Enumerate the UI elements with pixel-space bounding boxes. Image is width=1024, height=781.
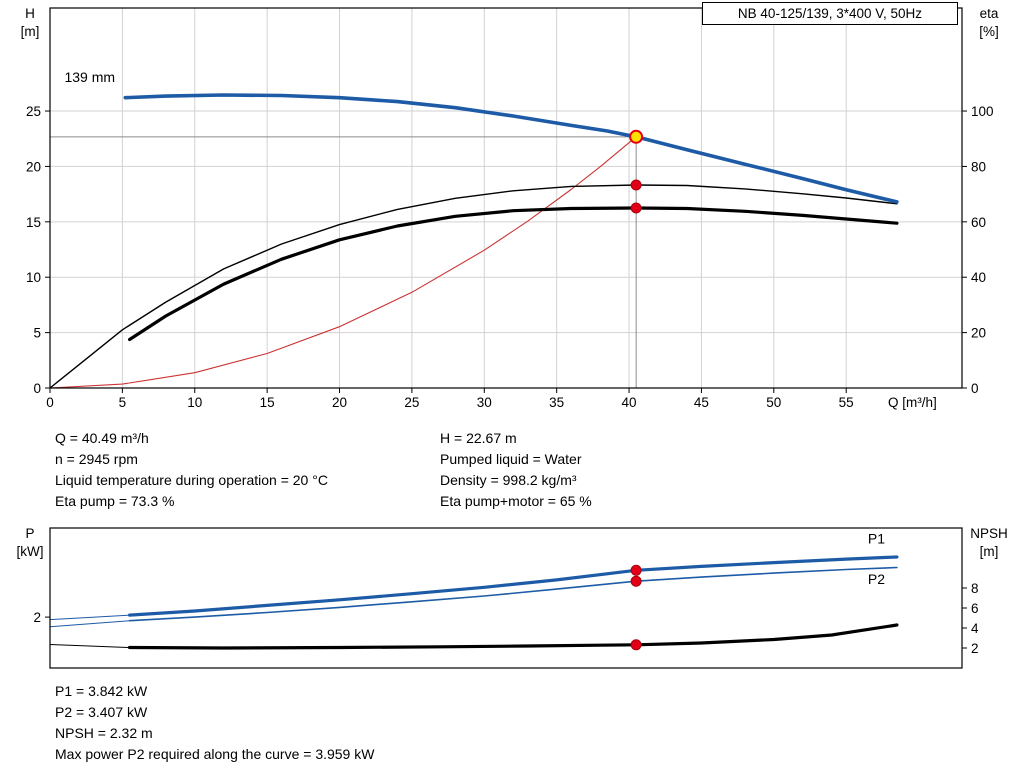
y-left-tick-label: 15 xyxy=(26,215,41,230)
x-axis-title: Q [m³/h] xyxy=(888,395,937,410)
x-tick-label: 25 xyxy=(404,395,419,410)
y-left-tick-label: 5 xyxy=(33,326,41,341)
series-p1-leader xyxy=(49,614,131,621)
y-right-tick-label: 8 xyxy=(971,581,979,596)
y-right-axis-title: [%] xyxy=(979,24,999,39)
y-right-tick-label: 0 xyxy=(971,381,979,396)
duty-info-left: Q = 40.49 m³/h n = 2945 rpm Liquid tempe… xyxy=(55,428,328,512)
info-line-eta-pump-motor: Eta pump+motor = 65 % xyxy=(440,493,592,509)
power-info: P1 = 3.842 kW P2 = 3.407 kW NPSH = 2.32 … xyxy=(55,681,374,765)
y-right-tick-label: 6 xyxy=(971,601,979,616)
y-right-tick-label: 80 xyxy=(971,159,986,174)
info-line-h: H = 22.67 m xyxy=(440,430,517,446)
y-left-axis-title: H xyxy=(25,6,35,21)
series-head-curve-139mm xyxy=(123,93,899,204)
y-right-axis-title: eta xyxy=(980,6,999,21)
x-tick-label: 30 xyxy=(477,395,492,410)
x-tick-label: 0 xyxy=(46,395,54,410)
x-tick-label: 5 xyxy=(119,395,127,410)
pump-model-box: NB 40-125/139, 3*400 V, 50Hz xyxy=(702,2,958,25)
x-tick-label: 45 xyxy=(694,395,709,410)
curve-point-marker xyxy=(630,179,642,191)
series-p2-leader xyxy=(49,620,131,628)
duty-point-marker xyxy=(629,129,644,144)
plot-frame xyxy=(49,527,963,669)
info-line-liquid-temp: Liquid temperature during operation = 20… xyxy=(55,472,328,488)
y-left-tick-label: 20 xyxy=(26,159,41,174)
info-line-npsh: NPSH = 2.32 m xyxy=(55,725,153,741)
x-tick-label: 55 xyxy=(839,395,854,410)
series-npsh-leader xyxy=(49,644,131,648)
curve-point-marker xyxy=(630,639,642,651)
y-right-tick-label: 40 xyxy=(971,270,986,285)
series-system-curve xyxy=(49,136,637,389)
power-npsh-chart: 2 2 4 6 8 P [kW] NPSH [m] P1 P2 xyxy=(17,526,1008,669)
info-line-density: Density = 998.2 kg/m³ xyxy=(440,472,577,488)
series-eta-pump-motor xyxy=(128,206,899,342)
curve-point-marker xyxy=(630,564,642,576)
y-left-axis-title: [m] xyxy=(21,24,40,39)
y-right-tick-label: 100 xyxy=(971,104,994,119)
curve-label: P2 xyxy=(868,571,885,587)
y-left-axis-title: [kW] xyxy=(17,544,44,559)
info-line-max-power: Max power P2 required along the curve = … xyxy=(55,746,375,762)
curve-label: 139 mm xyxy=(64,69,115,85)
y-left-tick-label: 10 xyxy=(26,270,41,285)
series-eta-pump xyxy=(49,184,898,389)
x-tick-label: 10 xyxy=(187,395,202,410)
info-line-p2: P2 = 3.407 kW xyxy=(55,704,148,720)
curve-point-marker xyxy=(630,202,642,214)
x-tick-label: 20 xyxy=(332,395,347,410)
info-line-p1: P1 = 3.842 kW xyxy=(55,683,148,699)
pump-model-label: NB 40-125/139, 3*400 V, 50Hz xyxy=(737,6,923,21)
y-right-axis-title: NPSH xyxy=(970,526,1008,541)
y-left-tick-label: 25 xyxy=(26,104,41,119)
info-line-pumped-liquid: Pumped liquid = Water xyxy=(440,451,582,467)
y-right-tick-label: 2 xyxy=(971,641,979,656)
y-right-tick-label: 20 xyxy=(971,326,986,341)
series-npsh-curve xyxy=(128,623,899,650)
x-tick-label: 50 xyxy=(766,395,781,410)
curve-point-marker xyxy=(630,575,642,587)
y-left-tick-label: 0 xyxy=(33,381,41,396)
y-right-tick-label: 4 xyxy=(971,621,979,636)
y-right-tick-label: 60 xyxy=(971,215,986,230)
series-p1-curve xyxy=(128,555,899,617)
series-p2-curve xyxy=(128,566,898,622)
plot-frame xyxy=(49,7,963,389)
x-tick-label: 40 xyxy=(622,395,637,410)
y-left-axis-title: P xyxy=(25,526,34,541)
duty-info-right: H = 22.67 m Pumped liquid = Water Densit… xyxy=(440,428,592,512)
x-tick-label: 15 xyxy=(260,395,275,410)
x-tick-label: 35 xyxy=(549,395,564,410)
hq-eta-chart: 0 5 10 15 20 25 30 35 40 45 50 55 0 5 10 15 20 25 0 20 40 60 8… xyxy=(21,6,999,410)
info-line-q: Q = 40.49 m³/h xyxy=(55,430,149,446)
info-line-eta-pump: Eta pump = 73.3 % xyxy=(55,493,175,509)
y-left-tick-label: 2 xyxy=(33,610,41,625)
curve-label: P1 xyxy=(868,530,885,546)
y-right-axis-title: [m] xyxy=(980,544,999,559)
info-line-n: n = 2945 rpm xyxy=(55,451,138,467)
